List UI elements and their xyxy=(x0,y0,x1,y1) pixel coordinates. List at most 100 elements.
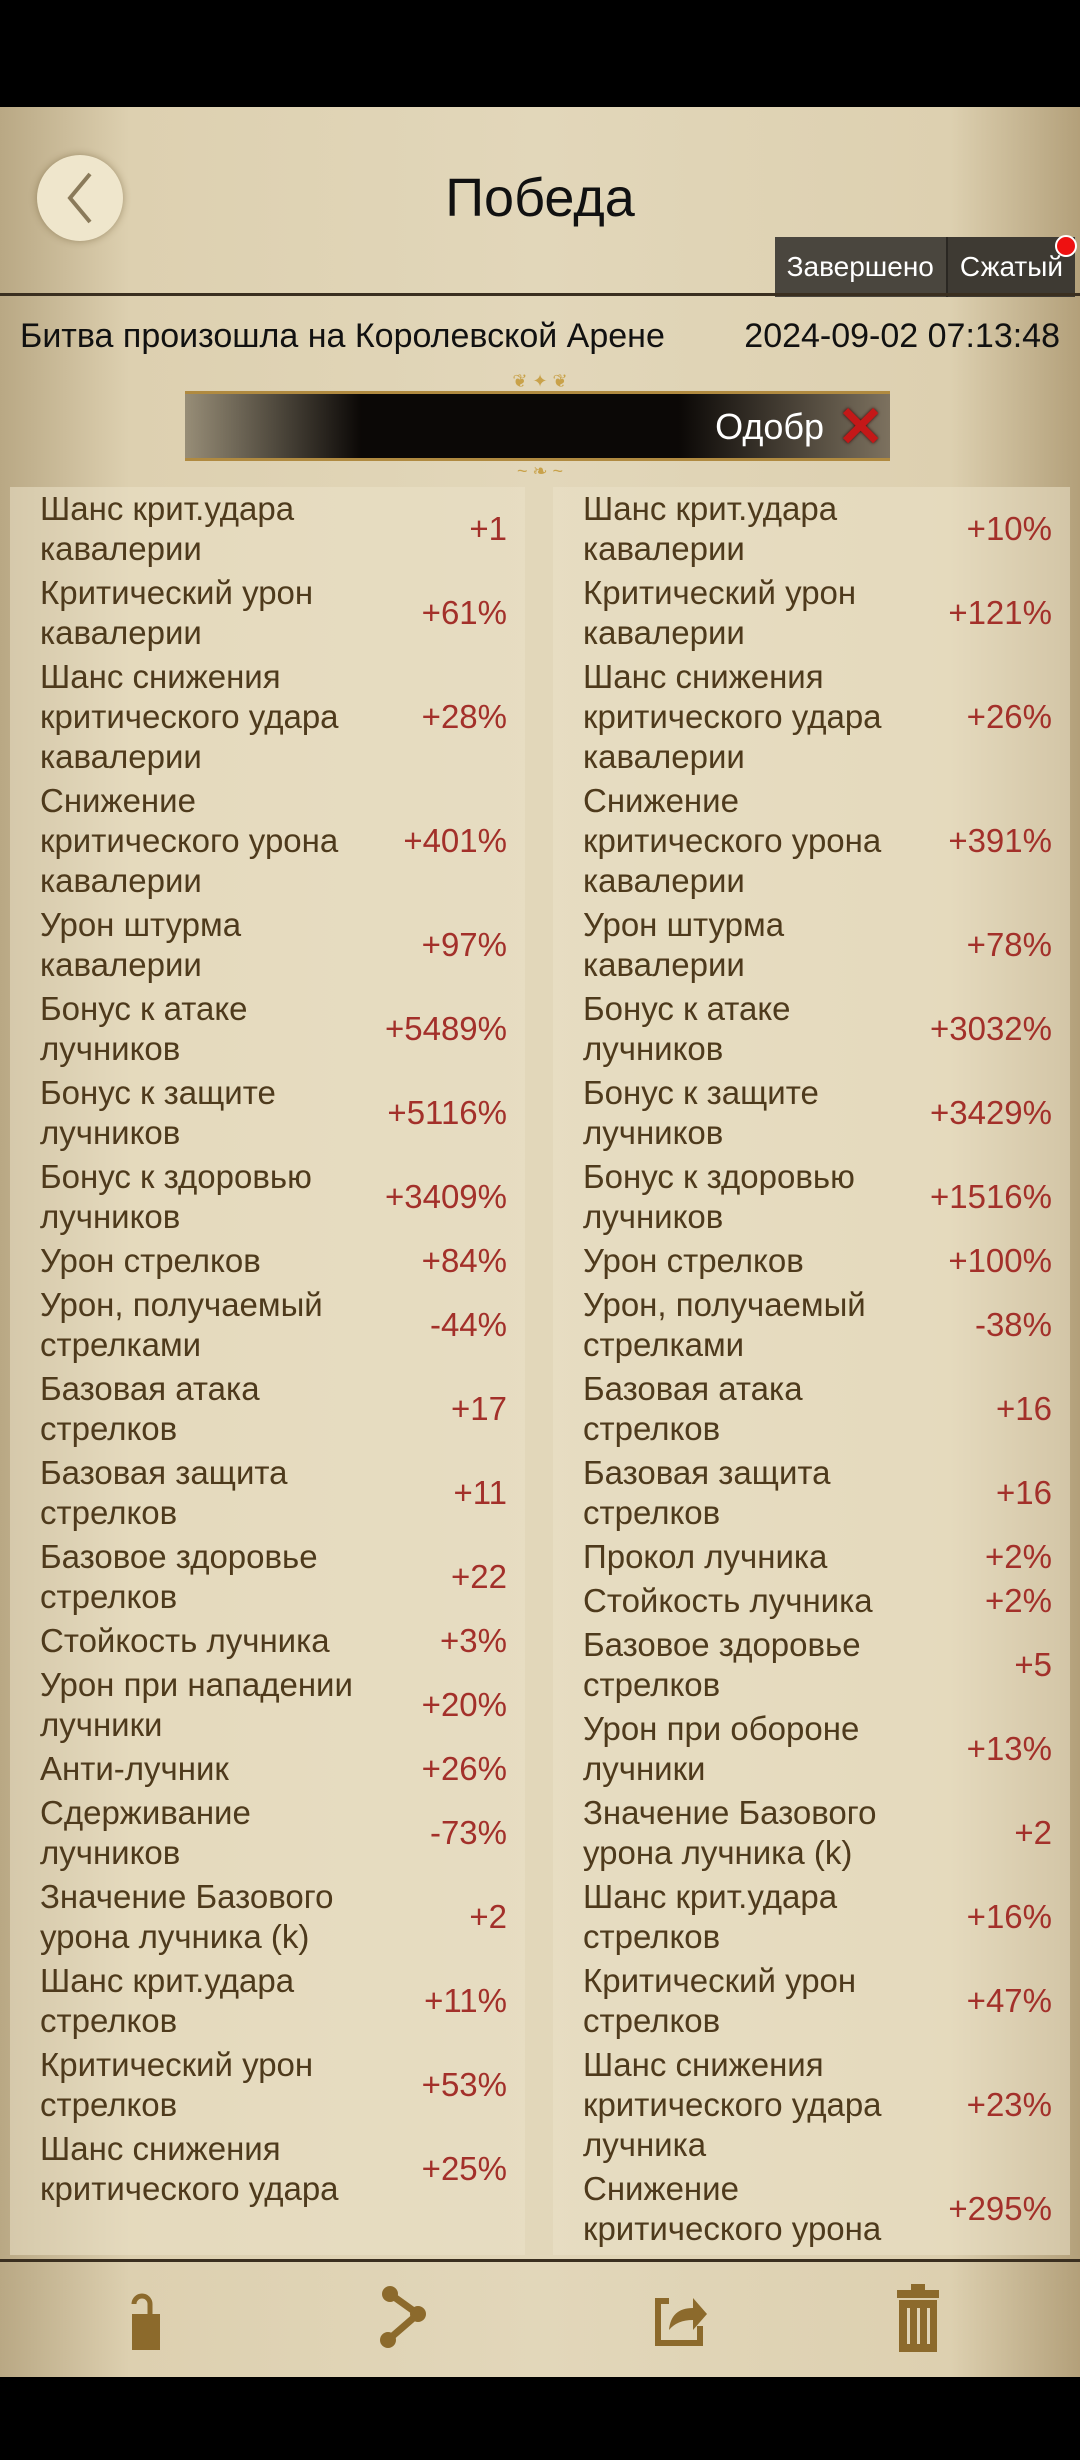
stat-value: +5489% xyxy=(384,1010,507,1047)
tab-bar: Завершено Сжатый xyxy=(774,235,1077,297)
stat-row: Шанс снижения критического удара кавалер… xyxy=(10,655,525,779)
stat-label: Шанс снижения критического удара кавалер… xyxy=(583,658,882,775)
stat-label: Шанс крит.удара стрелков xyxy=(40,1962,295,2039)
stat-row: Урон, получаемый стрелками -44% xyxy=(10,1283,525,1367)
stat-value: +97% xyxy=(421,926,507,963)
stat-row: Анти-лучник +26% xyxy=(10,1747,525,1791)
stat-row: Шанс крит.удара стрелков +16% xyxy=(553,1875,1070,1959)
unlock-icon[interactable] xyxy=(122,2284,192,2354)
stat-value: +22 xyxy=(451,1558,507,1595)
stat-row: Бонус к здоровью лучников +3409% xyxy=(10,1155,525,1239)
stat-value: +10% xyxy=(966,510,1052,547)
bottom-toolbar xyxy=(0,2262,1080,2377)
ornament-bottom-icon: ~ ❧ ~ xyxy=(516,461,564,481)
stat-value: +5116% xyxy=(387,1094,507,1131)
stat-row: Урон штурма кавалерии +97% xyxy=(10,903,525,987)
stat-value: +1 xyxy=(469,510,507,547)
defender-stats-column: Шанс крит.удара кавалерии +10% Критический… xyxy=(553,487,1070,2255)
stat-row: Бонус к атаке лучников +5489% xyxy=(10,987,525,1071)
stat-label: Шанс крит.удара кавалерии xyxy=(40,490,295,567)
stat-row: Шанс крит.удара стрелков +11% xyxy=(10,1959,525,2043)
chevron-left-icon xyxy=(67,172,92,224)
stat-row: Бонус к защите лучников +3429% xyxy=(553,1071,1070,1155)
stat-value: +401% xyxy=(403,822,507,859)
stat-value: +5 xyxy=(1014,1646,1052,1683)
stat-row: Снижение критического урона кавалерии +39… xyxy=(553,779,1070,903)
close-icon[interactable]: ✕ xyxy=(837,395,884,458)
stat-label: Урон при обороне лучники xyxy=(583,1710,860,1787)
stat-value: -44% xyxy=(429,1306,507,1343)
tab-compressed-label: Сжатый xyxy=(959,251,1063,282)
stat-value: +17 xyxy=(451,1390,507,1427)
divider xyxy=(0,2259,1080,2262)
stat-label: Снижение критического урона кавалерии xyxy=(583,782,882,899)
stat-row: Значение Базового урона лучника (k) +2 xyxy=(10,1875,525,1959)
stat-label: Анти-лучник xyxy=(40,1750,229,1787)
stat-value: -38% xyxy=(974,1306,1052,1343)
battle-location: Битва произошла на Королевской Арене xyxy=(20,317,665,355)
battle-report-screen: Победа Завершено Сжатый Битва произошла … xyxy=(0,107,1080,2377)
stat-value: +26% xyxy=(966,698,1052,735)
banner-text: Одобр xyxy=(715,406,824,447)
stat-label: Значение Базового урона лучника (k) xyxy=(583,1794,877,1871)
stat-label: Урон штурма кавалерии xyxy=(40,906,242,983)
stat-label: Базовая защита стрелков xyxy=(40,1454,288,1531)
stat-row: Урон стрелков +84% xyxy=(10,1239,525,1283)
stat-value: +2% xyxy=(985,1582,1052,1619)
stats-list[interactable]: Шанс крит.удара кавалерии +1 Критический у… xyxy=(10,487,1070,2255)
stat-row: Базовая защита стрелков +16 xyxy=(553,1451,1070,1535)
stat-label: Урон, получаемый стрелками xyxy=(583,1286,866,1363)
stat-row: Снижение критического урона +295% xyxy=(553,2167,1070,2251)
stat-label: Снижение критического урона xyxy=(583,2170,882,2247)
stat-row: Бонус к защите лучников +5116% xyxy=(10,1071,525,1155)
stat-value: +13% xyxy=(966,1730,1052,1767)
stat-row: Шанс крит.удара кавалерии +1 xyxy=(10,487,525,571)
stat-row: Шанс снижения критического удара кавалер… xyxy=(553,655,1070,779)
stat-row: Стойкость лучника +3% xyxy=(10,1619,525,1663)
page-title: Победа xyxy=(445,168,635,228)
trash-icon[interactable] xyxy=(883,2284,953,2354)
stat-label: Критический урон кавалерии xyxy=(583,574,857,651)
tab-compressed[interactable]: Сжатый xyxy=(948,235,1077,297)
stat-value: +78% xyxy=(966,926,1052,963)
stat-row: Урон стрелков +100% xyxy=(553,1239,1070,1283)
stat-row: Значение Базового урона лучника (k) +2 xyxy=(553,1791,1070,1875)
stat-label: Бонус к защите лучников xyxy=(583,1074,819,1151)
stat-value: +16 xyxy=(996,1474,1052,1511)
stat-label: Стойкость лучника xyxy=(40,1622,330,1659)
stat-value: +100% xyxy=(948,1242,1052,1279)
stat-row: Базовая атака стрелков +16 xyxy=(553,1367,1070,1451)
notification-dot xyxy=(1055,235,1077,257)
stat-value: +2 xyxy=(1014,1814,1052,1851)
stat-row: Прокол лучника +2% xyxy=(553,1535,1070,1579)
stat-label: Шанс снижения критического удара кавалер… xyxy=(40,658,339,775)
stat-value: +3429% xyxy=(929,1094,1052,1131)
stat-value: +61% xyxy=(421,594,507,631)
stat-row: Урон штурма кавалерии +78% xyxy=(553,903,1070,987)
export-icon[interactable] xyxy=(645,2284,715,2354)
back-button[interactable] xyxy=(37,155,123,241)
stat-value: +16 xyxy=(996,1390,1052,1427)
stat-label: Прокол лучника xyxy=(583,1538,828,1575)
stat-value: +11% xyxy=(424,1982,507,2019)
stat-row: Критический урон кавалерии +61% xyxy=(10,571,525,655)
stat-label: Бонус к защите лучников xyxy=(40,1074,276,1151)
stat-label: Шанс крит.удара стрелков xyxy=(583,1878,838,1955)
stat-row: Сдерживание лучников -73% xyxy=(10,1791,525,1875)
stat-label: Базовая атака стрелков xyxy=(40,1370,260,1447)
share-icon[interactable] xyxy=(370,2284,440,2354)
stat-label: Урон, получаемый стрелками xyxy=(40,1286,323,1363)
stat-label: Сдерживание лучников xyxy=(40,1794,251,1871)
stat-label: Бонус к здоровью лучников xyxy=(40,1158,312,1235)
divider xyxy=(0,293,1080,296)
stat-row: Бонус к атаке лучников +3032% xyxy=(553,987,1070,1071)
stat-row: Базовая защита стрелков +11 xyxy=(10,1451,525,1535)
stat-value: -73% xyxy=(429,1814,507,1851)
stat-row: Бонус к здоровью лучников +1516% xyxy=(553,1155,1070,1239)
stat-value: +11 xyxy=(453,1474,507,1511)
stat-value: +25% xyxy=(421,2150,507,2187)
stat-row: Урон при нападении лучники +20% xyxy=(10,1663,525,1747)
tab-completed[interactable]: Завершено xyxy=(774,237,948,297)
stat-row: Базовое здоровье стрелков +5 xyxy=(553,1623,1070,1707)
attacker-stats-column: Шанс крит.удара кавалерии +1 Критический у… xyxy=(10,487,525,2255)
